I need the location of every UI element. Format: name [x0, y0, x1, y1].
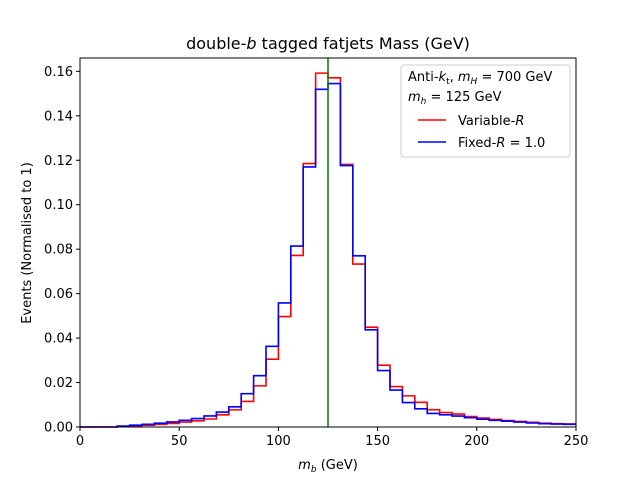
- y-tick-label: 0.02: [44, 376, 73, 391]
- y-tick-label: 0.08: [44, 243, 73, 258]
- plot-area: 0 50 100 150 200 250 0.00 0.02 0.04 0.06 0.08 0.10…: [44, 57, 589, 449]
- y-axis-title: Events (Normalised to 1): [20, 162, 35, 324]
- x-tick-label: 100: [266, 434, 291, 449]
- legend-label-fixed-r: Fixed-R = 1.0: [458, 136, 545, 151]
- series-layer: [80, 72, 576, 428]
- y-tick-label: 0.16: [44, 65, 73, 80]
- series-fixed-r: [80, 82, 576, 428]
- y-tick-label: 0.00: [44, 421, 73, 436]
- x-tick-label: 0: [76, 434, 84, 449]
- legend-label-variable-r: Variable-R: [458, 114, 524, 129]
- y-tick-label: 0.14: [44, 109, 73, 124]
- legend-header-line2: mh = 125 GeV: [408, 90, 502, 107]
- x-axis-ticks: 0 50 100 150 200 250: [76, 427, 589, 449]
- legend-box: [400, 64, 571, 158]
- series-variable-r: [80, 72, 576, 428]
- y-tick-label: 0.10: [44, 198, 73, 213]
- axes-frame: [79, 57, 577, 428]
- x-tick-label: 50: [171, 434, 188, 449]
- legend: Anti-kt, mH = 700 GeV mh = 125 GeV Varia…: [400, 64, 571, 158]
- y-axis-ticks: 0.00 0.02 0.04 0.06 0.08 0.10 0.12 0.14 0.16: [44, 65, 80, 436]
- x-tick-label: 200: [464, 434, 489, 449]
- x-axis-title: mb (GeV): [298, 458, 358, 475]
- x-tick-label: 250: [564, 434, 589, 449]
- legend-header-line1: Anti-kt, mH = 700 GeV: [408, 70, 553, 87]
- y-tick-label: 0.06: [44, 287, 73, 302]
- chart-title: double-b tagged fatjets Mass (GeV): [186, 34, 470, 53]
- y-tick-label: 0.12: [44, 154, 73, 169]
- x-tick-label: 150: [365, 434, 390, 449]
- y-tick-label: 0.04: [44, 332, 73, 347]
